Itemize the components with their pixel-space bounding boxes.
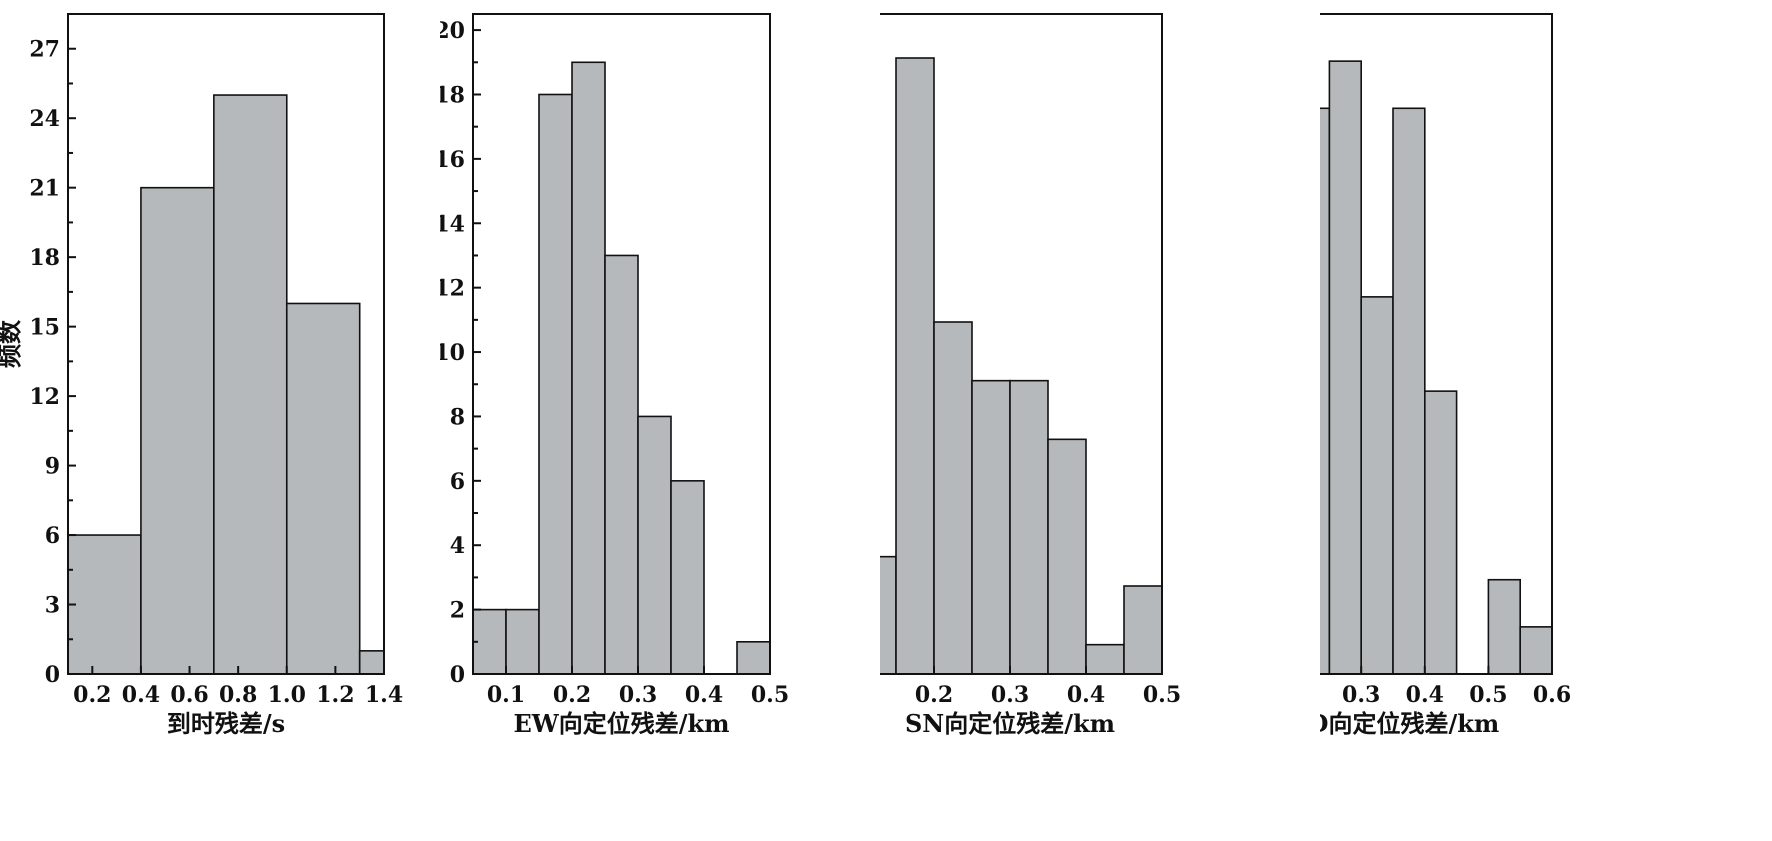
x-tick-label: 1.4 [365, 682, 403, 708]
y-tick-label: 0 [45, 662, 60, 688]
x-tick-label: 0.6 [170, 682, 208, 708]
x-tick-label: 0.2 [553, 682, 591, 708]
histogram-bar [670, 480, 705, 675]
y-tick-label: 27 [29, 37, 60, 63]
histogram-bar [1328, 60, 1362, 675]
plot-frame [472, 13, 771, 675]
x-tick-label: 0.3 [1342, 682, 1380, 708]
y-tick-label: 14 [440, 211, 465, 237]
ew-residual-histogram: 0 2 4 6 8 10 12 14 16 18 20 0.1 0.2 0.3 0.4 0.5 EW向定位残差/… [440, 0, 880, 841]
histogram-bar [358, 650, 385, 675]
histogram-bar [971, 379, 1011, 675]
y-tick-label: 6 [450, 469, 465, 495]
histogram-bar [895, 57, 935, 675]
y-tick-label: 9 [45, 454, 60, 480]
x-tick-label: 0.6 [1533, 682, 1571, 708]
histogram-bar [1424, 390, 1458, 675]
x-tick-label: 1.2 [316, 682, 354, 708]
arrival-time-residual-histogram: 0 3 6 9 12 15 18 21 24 27 0.2 0.4 0.6 0.8 1.0 1.2 1.4 到时残… [0, 0, 440, 841]
histogram-bar [604, 254, 639, 675]
histogram-bar [140, 186, 215, 675]
histogram-bar [213, 94, 288, 675]
y-tick-label: 18 [29, 245, 60, 271]
y-tick-label: 0 [450, 662, 465, 688]
histogram-bar [285, 302, 361, 675]
plot-frame [67, 13, 385, 675]
ud-residual-histogram: 024681012140.10.20.30.40.50.6UD向定位残差/km频… [1320, 0, 1772, 841]
histogram-bar [736, 641, 771, 675]
y-tick-label: 18 [440, 82, 465, 108]
histogram-bar [538, 93, 573, 675]
histogram-bar [1392, 107, 1426, 675]
histogram-bar [637, 415, 672, 675]
x-tick-label: 0.2 [73, 682, 111, 708]
histogram-bar [1487, 578, 1521, 675]
histogram-bar [1320, 107, 1331, 675]
histogram-bar [1009, 379, 1049, 675]
x-tick-label: 0.5 [1469, 682, 1507, 708]
histogram-bar [1519, 626, 1553, 675]
y-tick-label: 24 [29, 106, 60, 132]
y-tick-label: 6 [45, 523, 60, 549]
x-tick-label: 0.3 [619, 682, 657, 708]
chart-svg: 0 2 4 6 8 10 12 14 16 18 20 0.1 0.2 0.3 0.4 0.5 EW向定位残差/… [440, 13, 789, 738]
x-tick-label: 0.4 [1067, 682, 1105, 708]
histogram-bar [67, 534, 142, 675]
x-axis-title: EW向定位残差/km [513, 709, 729, 738]
y-tick-label: 2 [450, 598, 465, 624]
histogram-bar [880, 555, 897, 675]
histogram-bar [933, 321, 973, 675]
x-tick-label: 0.4 [1406, 682, 1444, 708]
y-axis-title: 频数 [0, 319, 24, 368]
x-axis-title: 到时残差/s [167, 709, 285, 738]
x-tick-label: 0.4 [122, 682, 160, 708]
histogram-bar [505, 608, 540, 675]
histogram-bar [1047, 438, 1087, 675]
y-tick-label: 12 [440, 276, 465, 302]
y-tick-label: 12 [29, 384, 60, 410]
chart-svg: 024681012140.10.20.30.40.50.6UD向定位残差/km频… [1320, 13, 1571, 738]
x-axis-title: UD向定位残差/km [1320, 709, 1499, 738]
x-tick-label: 0.3 [991, 682, 1029, 708]
x-axis-title: SN向定位残差/km [905, 709, 1115, 738]
chart-svg: 0 3 6 9 12 15 18 21 24 27 0.2 0.4 0.6 0.8 1.0 1.2 1.4 到时残… [0, 13, 403, 738]
y-tick-label: 20 [440, 18, 465, 44]
plot-frame [1320, 13, 1553, 675]
histogram-bar [1360, 296, 1394, 675]
y-tick-label: 3 [45, 593, 60, 619]
y-tick-label: 4 [450, 533, 465, 559]
y-tick-label: 21 [29, 176, 60, 202]
y-tick-label: 8 [450, 404, 465, 430]
y-tick-label: 16 [440, 147, 465, 173]
y-tick-label: 15 [29, 315, 60, 341]
x-tick-label: 0.5 [1143, 682, 1181, 708]
histogram-bar [1123, 585, 1163, 675]
y-tick-label: 10 [440, 340, 465, 366]
histogram-bar [571, 61, 606, 675]
x-tick-label: 0.5 [751, 682, 789, 708]
histogram-bar [1085, 643, 1125, 675]
x-tick-label: 1.0 [268, 682, 306, 708]
x-tick-label: 0.2 [915, 682, 953, 708]
x-tick-label: 0.8 [219, 682, 257, 708]
x-tick-label: 0.4 [685, 682, 723, 708]
x-tick-label: 0.1 [487, 682, 525, 708]
